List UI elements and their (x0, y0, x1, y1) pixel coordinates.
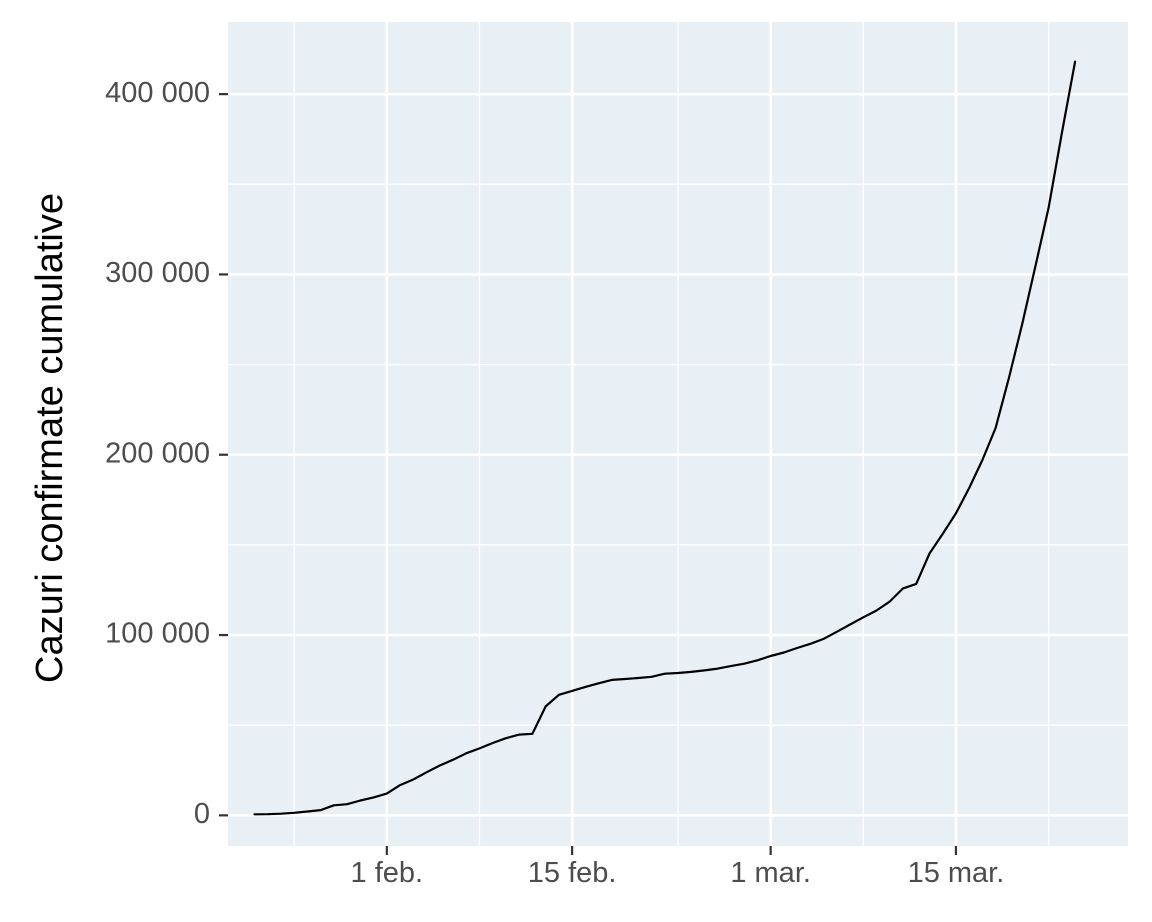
minor-gridlines (228, 22, 1128, 846)
x-tick-label: 1 feb. (351, 857, 424, 889)
x-tick-label: 15 mar. (908, 857, 1005, 889)
series-layer (253, 60, 1077, 816)
x-axis-tick-labels: 1 feb. 15 feb. 1 mar. 15 mar. (351, 857, 1005, 889)
y-axis-title: Cazuri confirmate cumulative (29, 193, 71, 683)
y-tick-label: 0 (194, 798, 210, 830)
series-line (253, 60, 1077, 816)
axis-ticks (219, 93, 958, 855)
y-tick-label: 300 000 (105, 257, 210, 289)
x-tick-label: 1 mar. (730, 857, 811, 889)
y-axis-tick-labels: 0 100 000 200 000 300 000 400 000 (105, 77, 210, 830)
major-gridlines (228, 22, 1128, 846)
x-tick-label: 15 feb. (528, 857, 617, 889)
y-tick-label: 100 000 (105, 618, 210, 650)
y-tick-label: 200 000 (105, 437, 210, 469)
y-tick-label: 400 000 (105, 77, 210, 109)
